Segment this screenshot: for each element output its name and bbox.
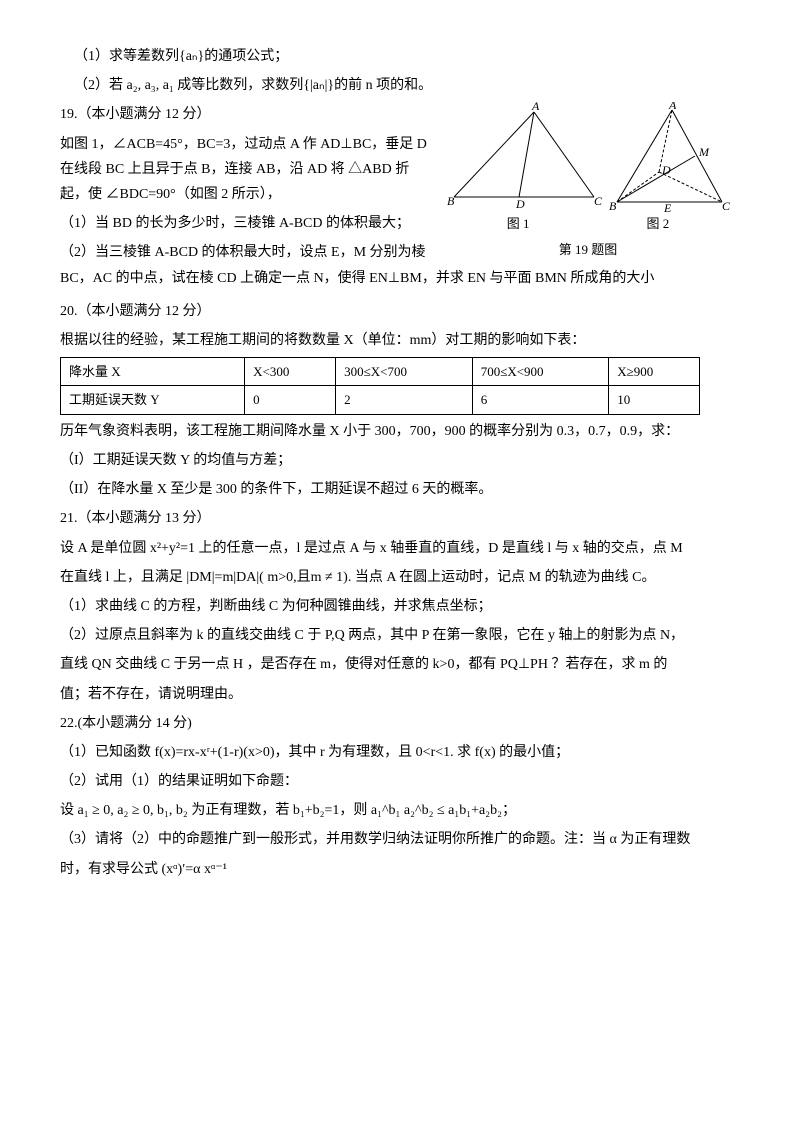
q21-p4: （2）过原点且斜率为 k 的直线交曲线 C 于 P,Q 两点，其中 P 在第一象… (60, 623, 733, 648)
cell: X≥900 (609, 358, 700, 386)
svg-text:D: D (515, 197, 525, 211)
q20-intro: 根据以往的经验，某工程施工期间的将数数量 X（单位：mm）对工期的影响如下表： (60, 328, 733, 353)
q22-p4: （3）请将（2）中的命题推广到一般形式，并用数学归纳法证明你所推广的命题。注：当… (60, 827, 733, 852)
cell: 降水量 X (61, 358, 245, 386)
cell: 0 (245, 386, 336, 414)
table-row: 工期延误天数 Y 0 2 6 10 (61, 386, 700, 414)
q22-p1: （1）已知函数 f(x)=rx-xʳ+(1-r)(x>0)，其中 r 为有理数，… (60, 740, 733, 765)
svg-text:B: B (609, 199, 617, 212)
cell: 10 (609, 386, 700, 414)
fig1-label: 图 1 (507, 216, 530, 231)
q20-table: 降水量 X X<300 300≤X<700 700≤X<900 X≥900 工期… (60, 357, 700, 415)
cell: 700≤X<900 (472, 358, 609, 386)
svg-text:C: C (722, 199, 731, 212)
table-row: 降水量 X X<300 300≤X<700 700≤X<900 X≥900 (61, 358, 700, 386)
cell: 6 (472, 386, 609, 414)
q18-part2: （2）若 a₂, a₃, a₁ 成等比数列，求数列{|aₙ|}的前 n 项的和。 (60, 73, 733, 98)
q22-title: 22.(本小题满分 14 分) (60, 711, 733, 736)
svg-text:A: A (531, 102, 540, 113)
q20-title: 20.（本小题满分 12 分） (60, 299, 733, 324)
cell: 工期延误天数 Y (61, 386, 245, 414)
svg-text:C: C (594, 194, 603, 208)
q20-after: 历年气象资料表明，该工程施工期间降水量 X 小于 300，700，900 的概率… (60, 419, 733, 444)
fig2-svg: A B E C D M (607, 102, 732, 212)
svg-text:D: D (661, 163, 671, 177)
fig2-label: 图 2 (647, 216, 670, 231)
cell: 2 (336, 386, 473, 414)
q22-p3: 设 a₁ ≥ 0, a₂ ≥ 0, b₁, b₂ 为正有理数，若 b₁+b₂=1… (60, 798, 733, 823)
q18-part1: （1）求等差数列{aₙ}的通项公式； (60, 44, 733, 69)
svg-text:M: M (698, 145, 710, 159)
svg-text:E: E (663, 201, 672, 212)
q21-p5: 直线 QN 交曲线 C 于另一点 H ，是否存在 m，使得对任意的 k>0，都有… (60, 652, 733, 677)
q21-title: 21.（本小题满分 13 分） (60, 506, 733, 531)
svg-text:A: A (668, 102, 677, 112)
q19-figures: A B D C A B E C D M 图 1 图 2 (443, 102, 733, 261)
q20-part1: （I）工期延误天数 Y 的均值与方差； (60, 448, 733, 473)
q21-p2: 在直线 l 上，且满足 |DM|=m|DA|( m>0,且m ≠ 1). 当点 … (60, 565, 733, 590)
q22-p5: 时，有求导公式 (xᵅ)′=α xᵅ⁻¹ (60, 857, 733, 882)
fig-caption: 第 19 题图 (443, 238, 733, 261)
q21-p3: （1）求曲线 C 的方程，判断曲线 C 为何种圆锥曲线，并求焦点坐标； (60, 594, 733, 619)
q22-p2: （2）试用（1）的结果证明如下命题： (60, 769, 733, 794)
svg-text:B: B (447, 194, 455, 208)
q21-p1: 设 A 是单位圆 x²+y²=1 上的任意一点，l 是过点 A 与 x 轴垂直的… (60, 536, 733, 561)
fig1-svg: A B D C (444, 102, 604, 212)
q21-p6: 值；若不存在，请说明理由。 (60, 682, 733, 707)
cell: X<300 (245, 358, 336, 386)
cell: 300≤X<700 (336, 358, 473, 386)
q20-part2: （II）在降水量 X 至少是 300 的条件下，工期延误不超过 6 天的概率。 (60, 477, 733, 502)
